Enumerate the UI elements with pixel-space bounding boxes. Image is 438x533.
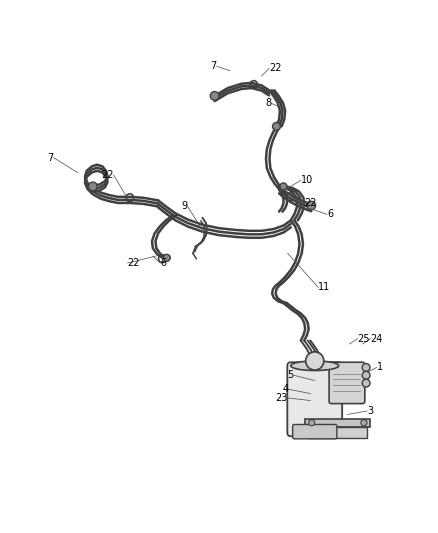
Circle shape (362, 372, 370, 379)
Ellipse shape (291, 361, 339, 370)
Text: 7: 7 (211, 61, 217, 71)
Text: 11: 11 (318, 282, 331, 293)
Text: 4: 4 (283, 384, 289, 394)
Bar (309, 426, 367, 438)
FancyBboxPatch shape (287, 362, 342, 436)
Text: 7: 7 (47, 152, 53, 163)
Text: 10: 10 (301, 175, 313, 185)
Text: 9: 9 (181, 201, 187, 212)
Circle shape (307, 201, 316, 210)
Circle shape (362, 379, 370, 387)
Text: 5: 5 (288, 370, 294, 381)
Circle shape (309, 419, 315, 426)
Circle shape (280, 183, 287, 190)
Text: 3: 3 (367, 406, 373, 416)
Text: 22: 22 (269, 63, 282, 74)
Text: 6: 6 (160, 258, 166, 268)
Circle shape (361, 419, 367, 426)
Bar (305, 419, 371, 426)
Text: 22: 22 (304, 198, 316, 208)
Circle shape (210, 92, 219, 100)
Text: 24: 24 (371, 334, 383, 344)
Circle shape (306, 352, 324, 370)
Text: 1: 1 (377, 362, 383, 373)
Text: 25: 25 (357, 334, 370, 344)
Circle shape (272, 123, 280, 130)
Text: 23: 23 (276, 393, 288, 403)
Circle shape (362, 364, 370, 372)
Circle shape (163, 254, 170, 261)
Text: 22: 22 (127, 258, 140, 268)
FancyBboxPatch shape (329, 362, 365, 403)
Text: 6: 6 (327, 209, 333, 219)
FancyBboxPatch shape (293, 424, 337, 439)
Text: 8: 8 (265, 98, 271, 108)
Text: 22: 22 (101, 170, 114, 180)
Circle shape (88, 182, 97, 191)
